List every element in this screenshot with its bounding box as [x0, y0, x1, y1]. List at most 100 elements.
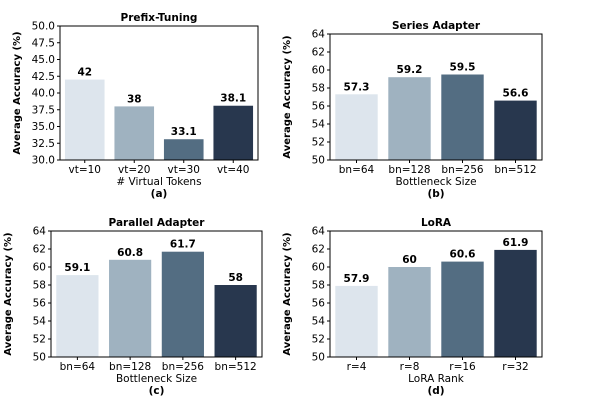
x-tick-label: bn=128 [109, 361, 151, 373]
x-tick-label: r=32 [502, 361, 528, 373]
y-tick-label: 58 [312, 83, 325, 95]
y-tick-label: 50 [33, 352, 46, 364]
y-tick-label: 58 [33, 280, 46, 292]
data-label: 58 [228, 272, 243, 284]
y-tick-label: 64 [312, 29, 326, 41]
data-label: 59.5 [450, 62, 476, 74]
y-tick-label: 52 [312, 334, 325, 346]
data-label: 38 [127, 93, 142, 105]
x-tick-label: r=8 [400, 361, 420, 373]
plot-frame [329, 230, 543, 358]
data-label: 61.7 [170, 239, 196, 251]
subfigure-caption: (c) [149, 385, 165, 397]
x-tick-label: vt=10 [69, 164, 102, 176]
y-tick-label: 42.5 [32, 71, 55, 83]
chart-title: Parallel Adapter [109, 217, 206, 229]
x-axis-label: Bottleneck Size [116, 373, 197, 385]
chart-title: LoRA [421, 217, 452, 229]
x-tick-label: bn=256 [441, 164, 483, 176]
bar [161, 251, 204, 357]
data-label: 57.3 [344, 81, 370, 93]
y-tick-label: 45.0 [32, 54, 55, 66]
y-axis-label: Average Accuracy (%) [12, 31, 23, 154]
x-tick-label: vt=30 [168, 164, 201, 176]
chart-panel-1: Prefix-Tuning 42 vt=10 38 vt=20 33.1 vt=30 38.1… [12, 12, 259, 200]
y-tick-label: 54 [312, 316, 326, 328]
y-tick-label: 56 [33, 298, 47, 310]
y-tick-label: 32.5 [32, 138, 55, 150]
bar [335, 94, 378, 160]
chart-panel-3: Parallel Adapter 59.1 bn=64 60.8 bn=128 61.7 b… [3, 217, 263, 397]
y-tick-label: 60 [312, 65, 325, 77]
x-tick-label: bn=512 [494, 164, 536, 176]
y-tick-label: 58 [312, 280, 325, 292]
y-tick-label: 62 [312, 244, 325, 256]
y-tick-label: 62 [33, 244, 46, 256]
data-label: 60.8 [117, 247, 143, 259]
y-tick-label: 60 [33, 262, 46, 274]
bar [441, 261, 484, 357]
y-tick-label: 50.0 [32, 21, 55, 33]
y-tick-label: 56 [312, 298, 326, 310]
y-tick-label: 52 [312, 137, 325, 149]
bar [388, 77, 431, 160]
y-tick-label: 56 [312, 101, 326, 113]
bar [335, 285, 378, 357]
bar [114, 106, 155, 160]
plot-frame [329, 33, 543, 161]
y-axis-label: Average Accuracy (%) [3, 232, 14, 355]
data-label: 56.6 [503, 88, 529, 100]
chart-panel-4: LoRA 57.9 r=4 60 r=8 60.6 r=16 61.9 r=32 50 52 54 56… [282, 217, 543, 397]
data-label: 60 [402, 254, 417, 266]
plot-frame [50, 230, 263, 358]
bar [214, 285, 257, 357]
x-tick-label: vt=40 [217, 164, 250, 176]
y-tick-label: 35.0 [32, 121, 55, 133]
bar [494, 100, 537, 160]
x-tick-label: r=4 [347, 361, 367, 373]
y-tick-label: 54 [312, 119, 326, 131]
chart-title: Prefix-Tuning [121, 12, 198, 24]
x-tick-label: vt=20 [118, 164, 151, 176]
y-tick-label: 37.5 [32, 104, 55, 116]
x-tick-label: bn=64 [60, 361, 96, 373]
bar [388, 267, 431, 357]
y-tick-label: 60 [312, 262, 325, 274]
y-tick-label: 50 [312, 155, 325, 167]
data-label: 38.1 [220, 93, 246, 105]
x-axis-label: # Virtual Tokens [116, 176, 201, 188]
bar [494, 249, 537, 357]
bar [213, 105, 254, 160]
y-tick-label: 64 [312, 226, 326, 238]
y-tick-label: 47.5 [32, 37, 55, 49]
x-axis-label: Bottleneck Size [395, 176, 476, 188]
bar [56, 275, 99, 357]
data-label: 61.9 [503, 237, 529, 249]
data-label: 57.9 [344, 273, 370, 285]
subfigure-caption: (a) [151, 188, 168, 200]
y-tick-label: 64 [33, 226, 47, 238]
y-axis-label: Average Accuracy (%) [282, 232, 293, 355]
x-tick-label: bn=512 [215, 361, 257, 373]
y-tick-label: 62 [312, 47, 325, 59]
y-tick-label: 40.0 [32, 88, 55, 100]
x-tick-label: bn=256 [162, 361, 204, 373]
data-label: 60.6 [450, 249, 476, 261]
chart-panel-2: Series Adapter 57.3 bn=64 59.2 bn=128 59.5 bn=… [282, 20, 543, 200]
bar [64, 79, 105, 160]
chart-title: Series Adapter [392, 20, 481, 32]
bar [441, 74, 484, 160]
data-label: 59.1 [64, 262, 90, 274]
y-tick-label: 30.0 [32, 155, 55, 167]
y-tick-label: 50 [312, 352, 325, 364]
bar [109, 259, 152, 357]
subfigure-caption: (b) [427, 188, 444, 200]
subfigure-caption: (d) [427, 385, 444, 397]
x-tick-label: bn=128 [388, 164, 430, 176]
bar [163, 139, 204, 160]
plot-frame [59, 25, 259, 161]
y-tick-label: 54 [33, 316, 47, 328]
x-tick-label: r=16 [449, 361, 476, 373]
data-label: 42 [77, 67, 92, 79]
